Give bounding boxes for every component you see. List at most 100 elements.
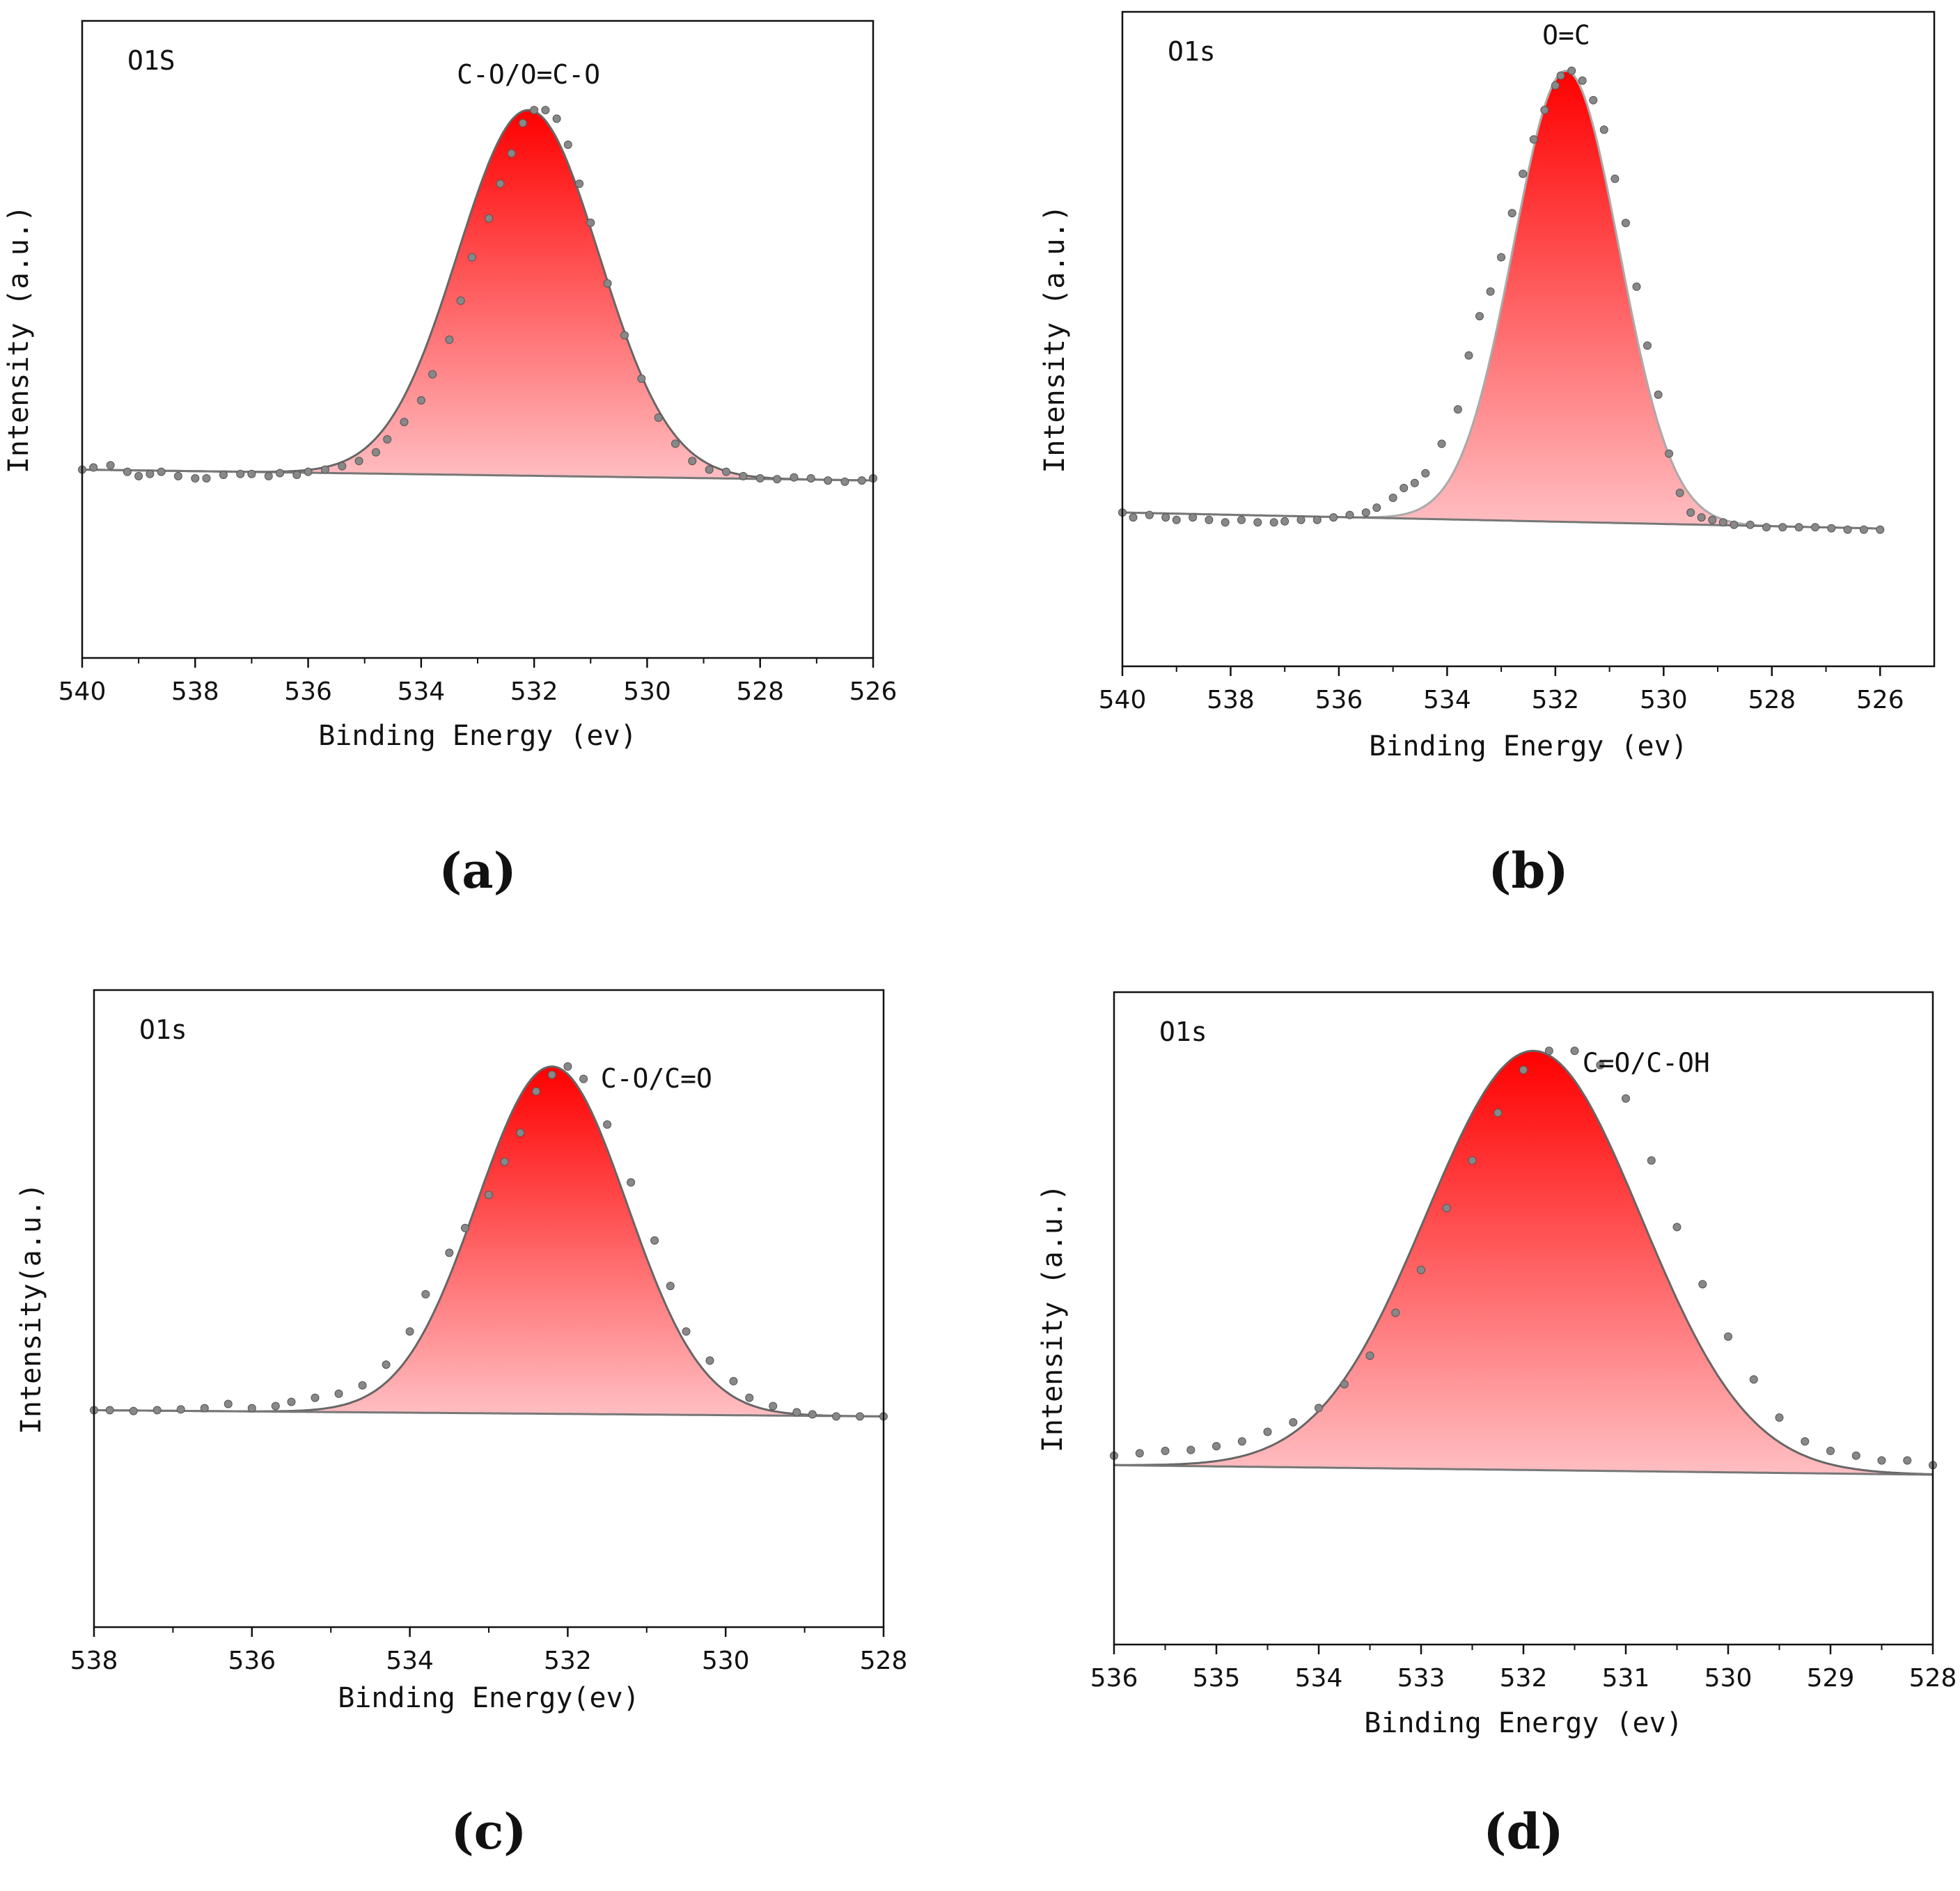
data-point [292,471,301,479]
data-point [666,1282,675,1290]
data-point [1497,253,1506,262]
data-point [637,374,646,383]
x-tick-label: 538 [1207,686,1255,714]
data-point [191,474,200,482]
data-point [1237,1437,1246,1446]
data-point [382,1360,391,1369]
y-axis-label: Intensity(a.u.) [15,1183,47,1434]
data-point [264,471,273,480]
data-point [1544,1046,1553,1056]
data-point [1161,513,1170,522]
data-point [1468,1156,1477,1165]
data-point [1775,1413,1784,1422]
spectrum-label: O1s [139,1014,187,1045]
data-point [1400,483,1409,492]
data-point [1493,1108,1503,1117]
data-point [371,448,380,457]
data-point [405,1327,414,1336]
data-point [729,1376,738,1386]
peak-fill-area [82,110,873,481]
data-point [739,471,748,480]
x-tick-label: 532 [1500,1664,1548,1693]
x-tick-label: 528 [860,1647,908,1675]
data-point [1507,209,1516,218]
data-point [1599,125,1608,134]
x-tick-label: 532 [1532,686,1580,714]
data-point [1442,1204,1451,1213]
data-point [552,114,561,123]
data-point [808,1410,817,1419]
data-point [1621,219,1630,228]
data-point [1437,439,1446,448]
data-point [1827,524,1836,533]
data-point [1519,169,1528,178]
data-point [152,1406,162,1415]
data-point [106,461,115,470]
data-point [603,1120,612,1129]
data-point [1410,478,1419,487]
x-axis-label: Binding Energy (ev) [1364,1707,1683,1739]
x-tick-label: 540 [58,677,107,706]
data-point [1698,1280,1707,1289]
data-point [445,335,454,344]
data-point [1280,517,1289,526]
data-point [1129,513,1138,522]
data-point [1762,523,1771,532]
data-point [650,1236,659,1245]
data-point [1237,515,1246,524]
data-point [134,471,143,480]
data-point [1172,515,1181,524]
data-point [1189,513,1198,522]
x-tick-label: 536 [1315,686,1363,714]
data-point [1372,503,1381,512]
data-point [89,463,98,472]
chart-panel-4: 536 535 534 533 532 531 530 529 528 Binding Energ… [1037,991,1957,1860]
data-point [485,214,494,223]
spectrum-label: O1s [1159,1017,1207,1047]
data-point [1746,520,1755,529]
data-point [755,474,765,482]
x-tick-label: 530 [623,677,671,706]
panel-label: (b) [1488,842,1568,900]
peak-fill-area [1114,1051,1933,1475]
data-point [532,1087,540,1096]
data-point [1622,1094,1630,1103]
x-tick-label: 526 [849,677,897,706]
x-tick-label: 528 [1909,1664,1957,1693]
x-tick-label: 534 [397,677,445,706]
data-point [1589,95,1598,104]
data-point [105,1406,114,1415]
peak-annotation: O=C [1542,20,1590,51]
data-point [1365,1351,1374,1360]
data-point [1340,1380,1349,1389]
data-point [1675,488,1684,497]
data-point [1486,287,1495,296]
data-point [824,476,833,485]
data-point [530,106,539,115]
data-point [745,1393,754,1402]
data-point [219,471,228,479]
data-point [1876,525,1885,534]
data-point [1345,510,1354,519]
data-point [1578,76,1587,85]
data-point [1529,135,1538,144]
x-tick-label: 530 [1704,1664,1753,1693]
data-point [287,1397,296,1406]
data-point [1417,1266,1425,1274]
data-point [271,1402,280,1411]
data-point [1632,282,1641,291]
data-point [173,471,182,480]
data-point [1567,66,1576,75]
data-point [857,476,866,485]
data-point [1724,1332,1732,1341]
x-tick-label: 536 [1090,1664,1138,1693]
data-point [358,1381,367,1390]
background-line [1113,1464,1933,1476]
peak-annotation: C=O/C-OH [1583,1047,1710,1078]
fit-envelope-line [1114,1049,1934,1475]
x-tick-label: 536 [284,677,332,706]
data-point [1145,510,1154,519]
data-point [456,296,465,305]
peak-fill-area [94,1066,884,1417]
